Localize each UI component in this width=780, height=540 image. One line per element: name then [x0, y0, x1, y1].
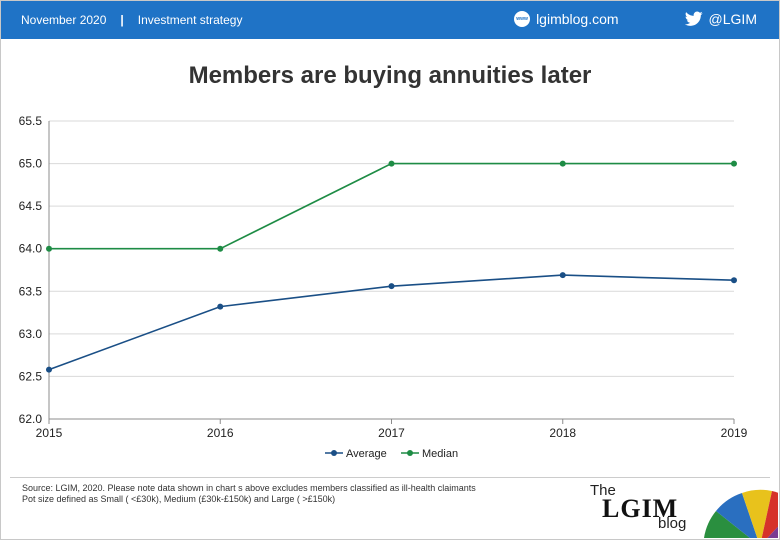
data-point — [731, 277, 737, 284]
header-category: Investment strategy — [137, 13, 243, 27]
x-tick-label: 2019 — [721, 426, 748, 440]
x-tick-label: 2015 — [36, 426, 63, 440]
series-line — [48, 274, 735, 371]
header-right: www lgimblog.com @LGIM — [514, 11, 757, 27]
globe-icon: www — [514, 11, 531, 27]
y-tick-labels: 62.0 62.5 63.0 63.5 64.0 64.5 65.0 65.5 — [19, 114, 43, 426]
umbrella-icon — [704, 489, 778, 538]
data-point — [559, 160, 566, 167]
x-tick-label: 2018 — [549, 426, 576, 440]
y-tick-label: 62.5 — [19, 369, 43, 383]
legend-label: Median — [422, 448, 458, 460]
footer-divider — [10, 477, 770, 478]
data-point — [46, 245, 52, 252]
header-left: November 2020 | Investment strategy — [21, 13, 242, 27]
header-bar: November 2020 | Investment strategy www … — [1, 1, 779, 39]
data-point — [388, 283, 395, 290]
y-tick-label: 65.5 — [19, 114, 43, 128]
y-tick-label: 64.5 — [19, 199, 43, 213]
chart-title: Members are buying annuities later — [188, 62, 592, 89]
logo-main: LGIM — [602, 494, 679, 523]
legend-marker — [407, 450, 413, 456]
lgim-blog-logo: The LGIM blog — [590, 480, 778, 538]
twitter-handle[interactable]: @LGIM — [708, 11, 757, 27]
logo-the: The — [590, 482, 616, 499]
source-line-1: Source: LGIM, 2020. Please note data sho… — [22, 483, 476, 493]
y-tick-label: 62.0 — [19, 412, 43, 426]
data-point — [217, 245, 224, 252]
site-link[interactable]: lgimblog.com — [536, 11, 619, 27]
chart-legend: Average Median — [325, 448, 458, 460]
x-tick-label: 2016 — [207, 426, 234, 440]
y-tick-label: 63.0 — [19, 327, 43, 341]
legend-item-average: Average — [325, 448, 387, 460]
x-tick-label: 2017 — [378, 426, 405, 440]
legend-marker — [331, 450, 337, 456]
data-point — [217, 303, 224, 310]
data-point — [388, 160, 395, 167]
chart-series — [46, 160, 737, 373]
logo-blog: blog — [658, 515, 687, 532]
source-note: Source: LGIM, 2020. Please note data sho… — [22, 483, 476, 505]
y-tick-label: 64.0 — [19, 242, 43, 256]
y-tick-label: 63.5 — [19, 284, 43, 298]
header-separator: | — [120, 13, 124, 27]
data-point — [731, 160, 737, 167]
data-point — [46, 366, 52, 373]
legend-label: Average — [346, 448, 387, 460]
line-chart: 62.062.563.063.564.064.565.065.5 2015 201… — [19, 114, 748, 460]
twitter-icon — [684, 11, 703, 26]
data-point — [559, 272, 566, 279]
legend-item-median: Median — [401, 448, 458, 460]
series-average — [46, 272, 737, 373]
x-tick-labels: 2015 2016 2017 2018 2019 — [36, 426, 748, 440]
y-tick-label: 65.0 — [19, 157, 43, 171]
series-median — [46, 160, 737, 252]
header-date: November 2020 — [21, 13, 107, 27]
source-line-2: Pot size defined as Small ( <£30k), Medi… — [22, 494, 336, 504]
